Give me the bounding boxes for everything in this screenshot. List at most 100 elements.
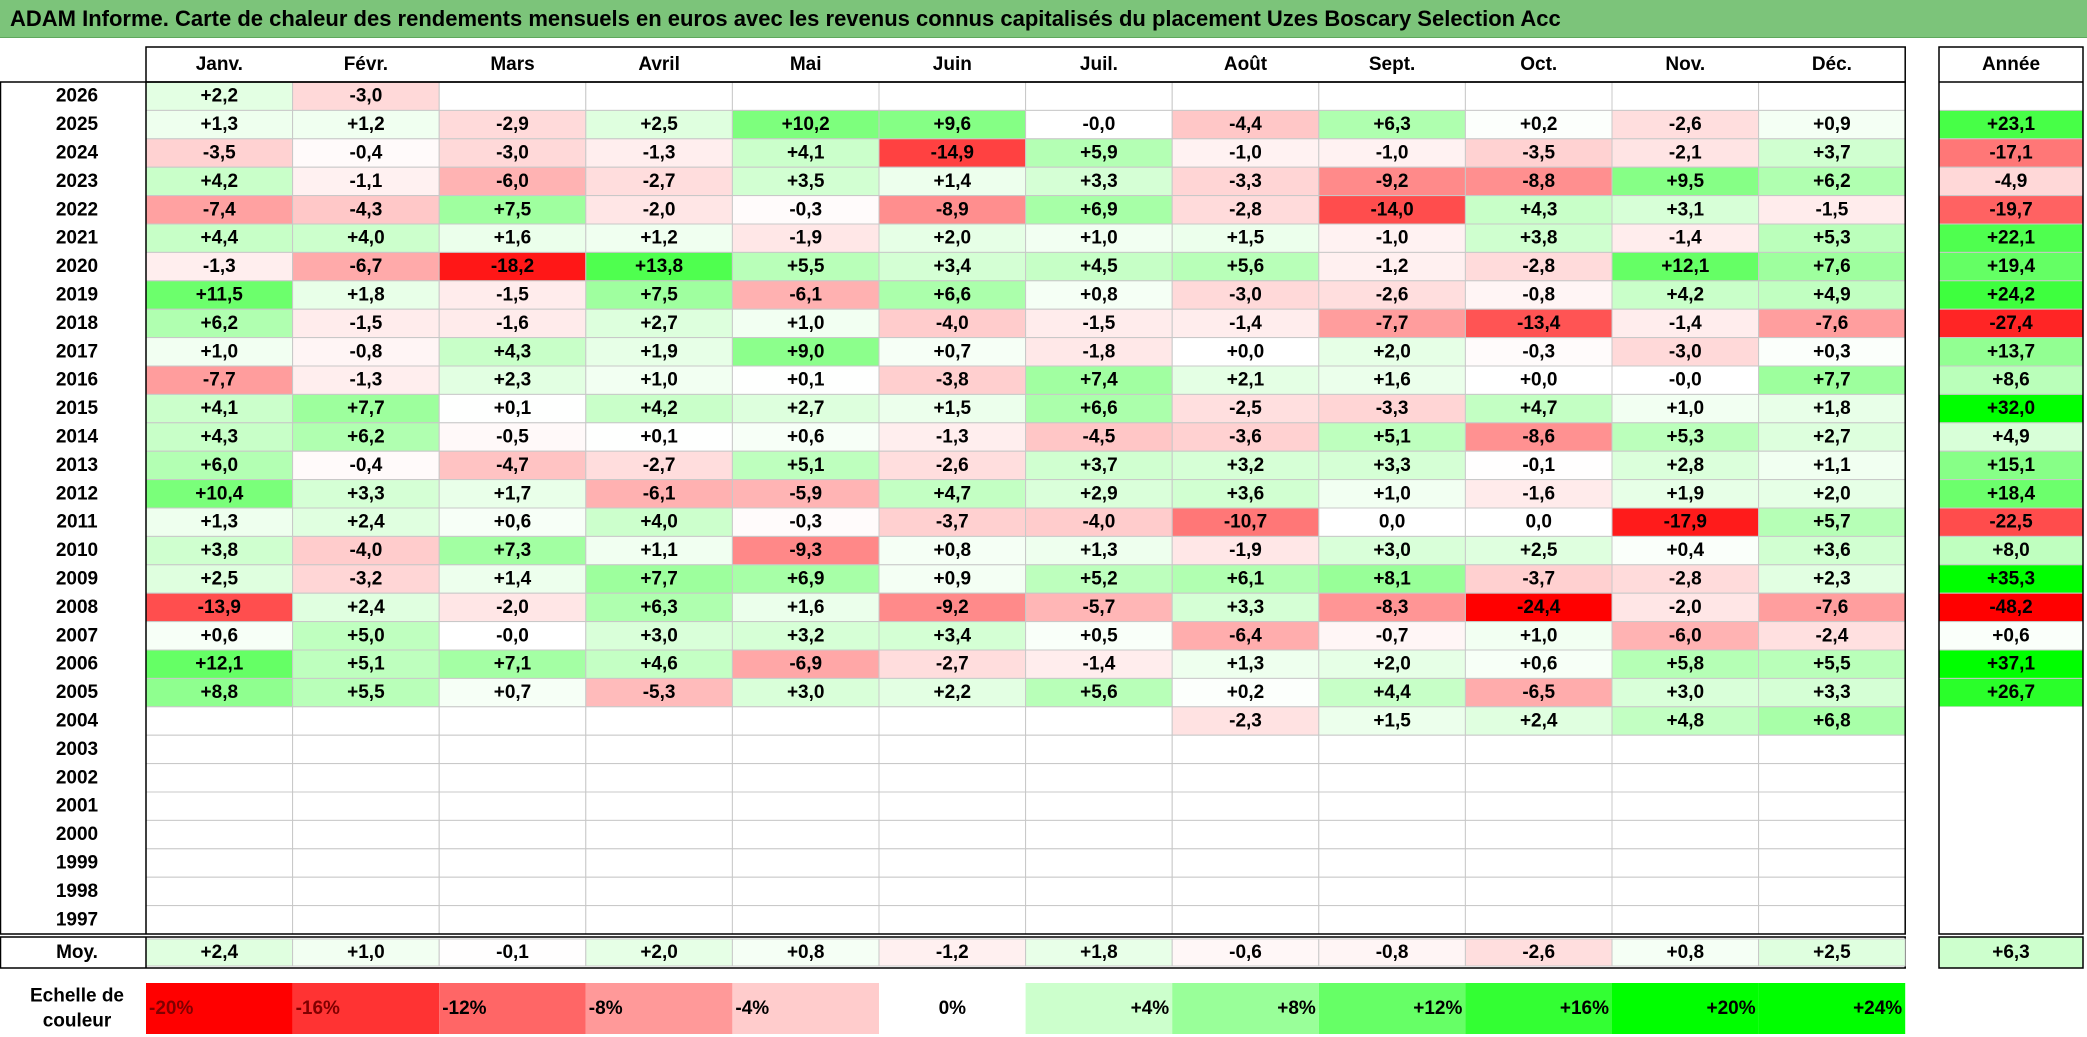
cell-value: +6,2 (201, 313, 239, 334)
cell-value: +1,2 (347, 114, 385, 135)
annual-cell (1939, 735, 2083, 764)
average-cell (1611, 938, 1760, 967)
heat-cell (1025, 848, 1173, 878)
cell-value: +1,0 (1373, 483, 1411, 504)
heat-cell (731, 507, 880, 537)
heat-cell (438, 251, 587, 282)
heat-cell (878, 649, 1027, 679)
cell-value: -2,4 (1816, 625, 1849, 646)
annual-value: +22,1 (1987, 228, 2036, 249)
cell-value: -4,0 (1083, 512, 1116, 533)
month-header-4: Avril (638, 54, 680, 75)
average-value: +2,0 (640, 942, 678, 963)
cell-value: -6,0 (496, 171, 529, 192)
year-label: 2018 (56, 313, 98, 334)
average-cell (878, 938, 1027, 967)
heat-cell (1171, 763, 1320, 793)
cell-value: +5,1 (1373, 427, 1411, 448)
heat-cell (1025, 195, 1173, 225)
heat-cell (1464, 905, 1613, 935)
cell-value: +2,4 (347, 597, 385, 618)
heat-cell (878, 337, 1027, 367)
cell-value: -0,4 (350, 455, 383, 476)
average-cell (1464, 938, 1613, 967)
cell-value: -7,6 (1816, 597, 1849, 618)
cell-value: 0,0 (1525, 512, 1551, 533)
year-label: 2001 (56, 796, 99, 817)
heat-cell (292, 507, 440, 537)
cell-value: +1,9 (640, 341, 678, 362)
cell-value: -3,8 (936, 370, 969, 391)
cell-value: +4,0 (347, 228, 385, 249)
heat-cell (731, 365, 880, 395)
year-label: 1999 (56, 853, 98, 874)
heat-cell (731, 649, 880, 679)
cell-value: -2,3 (1229, 711, 1262, 732)
heat-cell (585, 905, 733, 935)
year-label: 2004 (56, 711, 99, 732)
cell-value: +4,3 (1520, 199, 1558, 220)
cell-value: +3,8 (201, 540, 239, 561)
cell-value: -1,5 (350, 313, 383, 334)
heat-cell (1611, 592, 1760, 623)
cell-value: +7,7 (347, 398, 385, 419)
cell-value: -14,9 (931, 143, 974, 164)
annual-value: +19,4 (1987, 256, 2036, 277)
month-header-2: Févr. (344, 54, 388, 75)
year-label: 2005 (56, 682, 99, 703)
cell-value: -2,9 (496, 114, 529, 135)
heat-cell (585, 535, 733, 566)
annual-value: -48,2 (1989, 597, 2032, 618)
annual-value: -4,9 (1995, 171, 2028, 192)
heat-cell (145, 308, 294, 339)
scale-swatch (1172, 983, 1319, 1034)
heat-cell (1171, 365, 1320, 395)
cell-value: -2,6 (1669, 114, 1702, 135)
heat-cell (1464, 280, 1613, 310)
cell-value: -2,7 (936, 654, 969, 675)
annual-value: +26,7 (1987, 682, 2035, 703)
heat-cell (1611, 848, 1760, 878)
cell-value: +4,3 (201, 427, 239, 448)
cell-value: +0,9 (934, 569, 972, 590)
heat-cell (1318, 280, 1466, 310)
heat-cell (1171, 81, 1320, 111)
heat-cell (1464, 81, 1613, 111)
cell-value: +3,6 (1813, 540, 1851, 561)
heat-cell (1464, 819, 1613, 850)
heat-cell (878, 734, 1027, 765)
cell-value: -3,0 (1669, 341, 1702, 362)
cell-value: +1,3 (1227, 654, 1265, 675)
heat-cell (438, 138, 587, 168)
cell-value: +13,8 (635, 256, 683, 277)
cell-value: +1,6 (494, 228, 532, 249)
heat-cell (585, 621, 733, 651)
average-cell (1171, 938, 1320, 967)
cell-value: +5,6 (1080, 682, 1118, 703)
annual-cell (1939, 792, 2083, 821)
cell-value: +2,7 (640, 313, 678, 334)
heat-cell (438, 876, 587, 907)
heat-cell (292, 422, 440, 452)
heat-cell (731, 706, 880, 736)
cell-value: +4,6 (640, 654, 678, 675)
heat-cell (438, 734, 587, 765)
heat-cell (1025, 507, 1173, 537)
cell-value: +3,0 (787, 682, 825, 703)
heat-cell (585, 166, 733, 197)
annual-value: +35,3 (1987, 569, 2035, 590)
cell-value: -2,0 (1669, 597, 1702, 618)
year-label: 2012 (56, 483, 98, 504)
cell-value: +7,4 (1080, 370, 1118, 391)
cell-value: +2,3 (494, 370, 532, 391)
average-cell (731, 938, 880, 967)
cell-value: +1,4 (934, 171, 972, 192)
year-label: 2016 (56, 370, 98, 391)
year-label: 2013 (56, 455, 98, 476)
heat-cell (1171, 621, 1320, 651)
cell-value: +5,8 (1667, 654, 1705, 675)
cell-value: -3,6 (1229, 427, 1262, 448)
cell-value: -9,2 (936, 597, 969, 618)
heat-cell (585, 734, 733, 765)
scale-swatch (146, 983, 293, 1034)
